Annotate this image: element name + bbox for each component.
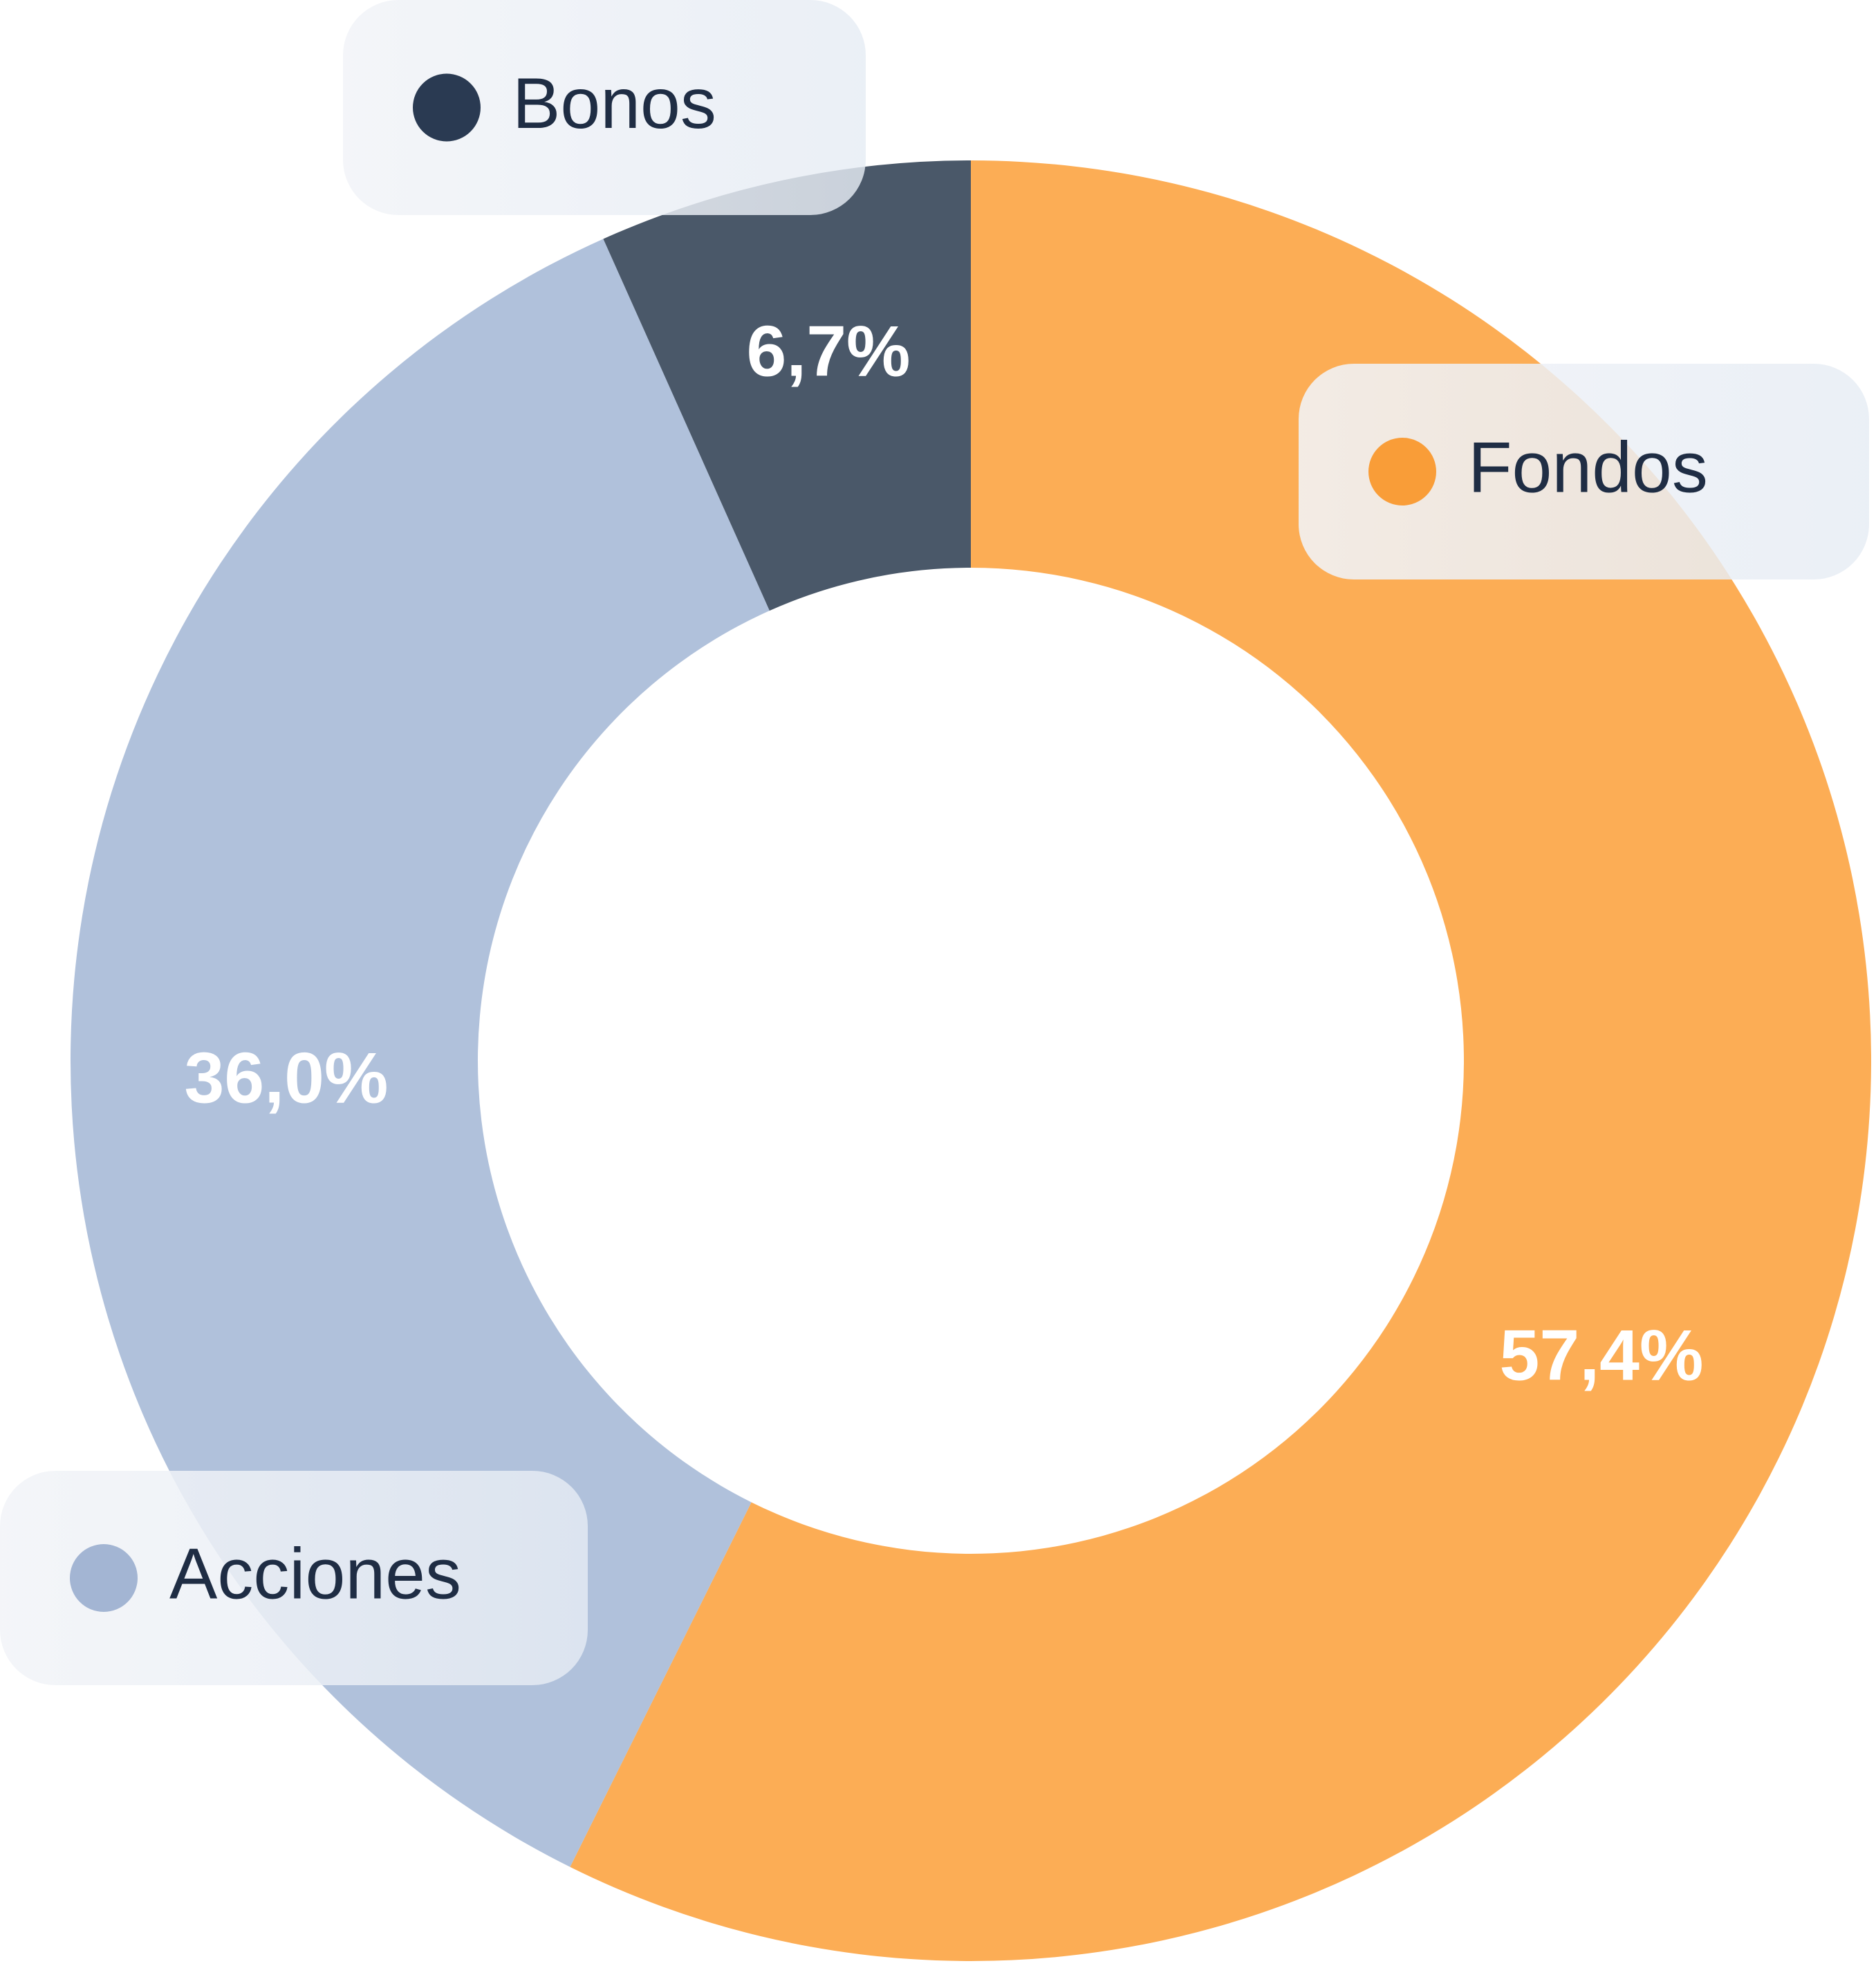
legend-pill (0, 1471, 588, 1685)
legend-dot (413, 73, 481, 142)
donut-slice (570, 160, 1871, 1961)
value-label: 36,0% (185, 1038, 389, 1118)
legend-label: Fondos (1468, 427, 1708, 508)
donut-slice (71, 239, 770, 1867)
value-label: 57,4% (1500, 1315, 1704, 1395)
legend-label: Acciones (169, 1534, 461, 1614)
legend-dot (1368, 438, 1436, 505)
donut-slice (603, 160, 971, 611)
legend-dot (70, 1544, 138, 1612)
value-label: 6,7% (746, 311, 910, 391)
legend-pill (1299, 364, 1869, 579)
legend-label: Bonos (512, 64, 716, 144)
legend-pill (343, 0, 866, 215)
